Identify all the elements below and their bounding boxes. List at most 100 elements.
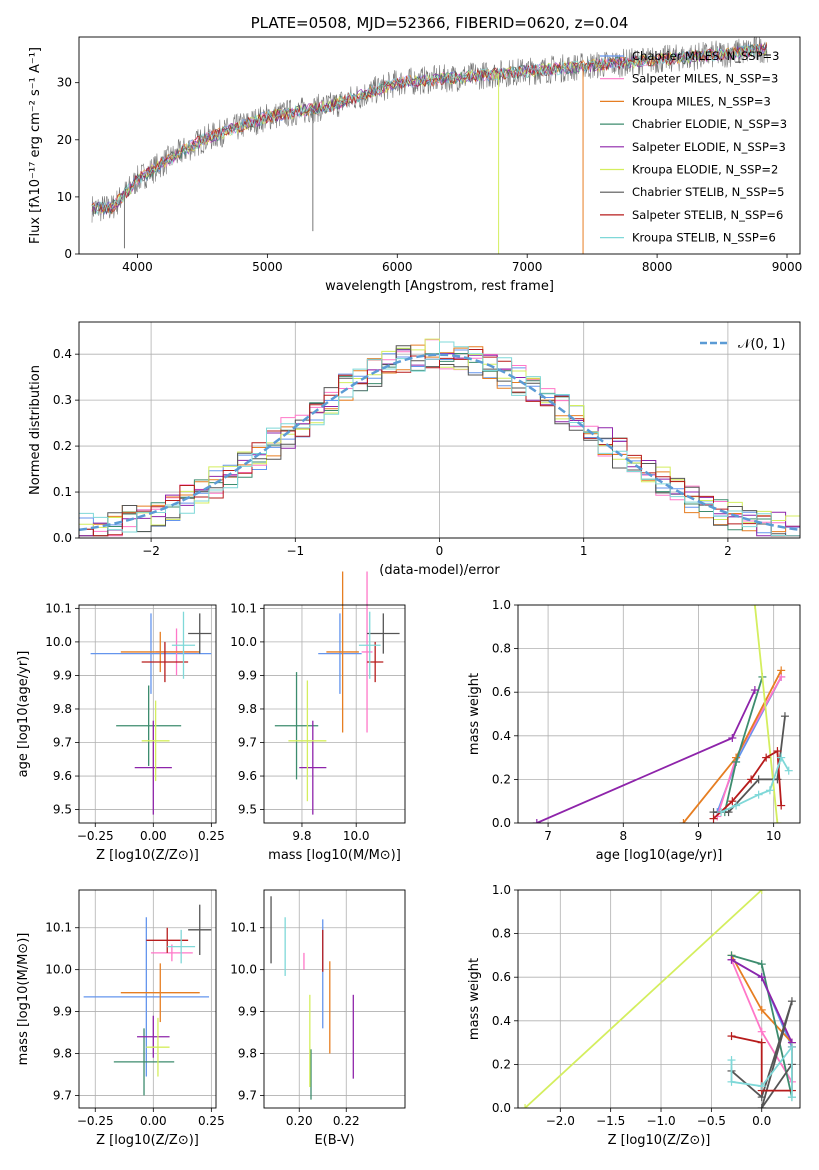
axes-frame [263, 604, 406, 824]
y-tick-label: 10.1 [45, 601, 72, 615]
y-tick-label: 10.0 [230, 963, 257, 977]
x-tick-label: 0 [436, 544, 444, 558]
axes-frame [517, 604, 801, 824]
x-tick-label: 8 [619, 829, 627, 843]
legend-label: Kroupa STELIB, N_SSP=6 [632, 231, 776, 245]
x-tick-label: 9000 [772, 260, 803, 274]
y-tick-label: 9.7 [53, 736, 72, 750]
mass-weight-line-kroupa_elodie [754, 605, 779, 823]
y-tick-label: 0.2 [492, 772, 511, 786]
x-tick-label: 0.00 [140, 1114, 167, 1128]
y-tick-label: 9.5 [53, 803, 72, 817]
x-axis-label: age [log10(age/yr)] [596, 848, 723, 863]
axes-frame [78, 889, 217, 1109]
x-tick-label: 1 [580, 544, 588, 558]
y-axis-label: Normed distribution [28, 365, 43, 495]
y-tick-label: 10.0 [45, 963, 72, 977]
x-tick-label: −1.5 [596, 1114, 625, 1128]
x-axis-label: Z [log10(Z/Z⊙)] [96, 848, 199, 863]
y-tick-label: 0.4 [492, 1014, 511, 1028]
mass-weight-line-kroupa_stelib [720, 755, 790, 813]
y-tick-label: 10.1 [230, 601, 257, 615]
y-tick-label: 0.1 [53, 485, 72, 499]
y-tick-label: 9.9 [238, 1005, 257, 1019]
x-tick-label: 8000 [642, 260, 673, 274]
y-tick-label: 1.0 [492, 598, 511, 612]
x-axis-label: wavelength [Angstrom, rest frame] [325, 279, 554, 294]
y-tick-label: 30 [57, 76, 72, 90]
legend-label: Salpeter MILES, N_SSP=3 [632, 72, 778, 86]
x-tick-label: 0.25 [198, 829, 225, 843]
mass-weight-lines [521, 890, 796, 1108]
x-tick-label: −2 [142, 544, 160, 558]
x-tick-label: 9 [695, 829, 703, 843]
y-tick-label: 0.0 [492, 1101, 511, 1115]
axes-frame [263, 889, 406, 1109]
legend-label: Chabrier MILES, N_SSP=3 [632, 49, 779, 63]
y-tick-label: 0.6 [492, 970, 511, 984]
legend-label: Salpeter STELIB, N_SSP=6 [632, 208, 783, 222]
x-tick-label: 7 [544, 829, 552, 843]
y-tick-label: 9.6 [53, 769, 72, 783]
legend-label: Chabrier ELODIE, N_SSP=3 [632, 117, 787, 131]
axes-frame [78, 604, 217, 824]
y-tick-label: 9.9 [53, 668, 72, 682]
y-axis-label: age [log10(age/yr)] [16, 651, 31, 778]
y-tick-label: 9.9 [238, 668, 257, 682]
x-tick-label: 0.22 [333, 1114, 360, 1128]
y-tick-label: 0.3 [53, 393, 72, 407]
y-tick-label: 10.1 [45, 921, 72, 935]
y-tick-label: 9.5 [238, 803, 257, 817]
x-tick-label: 0.00 [140, 829, 167, 843]
y-tick-label: 9.8 [53, 702, 72, 716]
x-axis-label: Z [log10(Z/Z⊙)] [608, 1133, 711, 1148]
x-tick-label: 0.0 [752, 1114, 771, 1128]
legend-label: Kroupa ELODIE, N_SSP=2 [632, 163, 778, 177]
legend-label: Kroupa MILES, N_SSP=3 [632, 94, 771, 108]
mass-weight-lines [532, 605, 793, 823]
y-axis-label: mass weight [467, 958, 482, 1040]
x-tick-label: −2.0 [546, 1114, 575, 1128]
chart-title: PLATE=0508, MJD=52366, FIBERID=0620, z=0… [251, 14, 629, 32]
mass-weight-line-salpeter_stelib [712, 749, 783, 820]
y-tick-label: 9.9 [53, 1005, 72, 1019]
y-tick-label: 9.8 [53, 1047, 72, 1061]
x-tick-label: 10 [766, 829, 781, 843]
axes-frame [78, 321, 801, 539]
mass-weight-line-kroupa_elodie [524, 890, 763, 1108]
x-axis-label: E(B-V) [314, 1133, 354, 1148]
x-axis-label: (data-model)/error [379, 563, 500, 578]
y-tick-label: 0.8 [492, 642, 511, 656]
x-axis-label: Z [log10(Z/Z⊙)] [96, 1133, 199, 1148]
y-tick-label: 0.8 [492, 927, 511, 941]
x-tick-label: 10.0 [343, 829, 370, 843]
x-tick-label: −1 [286, 544, 304, 558]
y-tick-label: 0.4 [492, 729, 511, 743]
y-tick-label: 1.0 [492, 883, 511, 897]
x-tick-label: −0.5 [697, 1114, 726, 1128]
mass-weight-line-chabrier_miles [716, 676, 782, 813]
y-tick-label: 10.0 [45, 635, 72, 649]
y-tick-label: 9.8 [238, 1047, 257, 1061]
x-tick-label: 9.8 [292, 829, 311, 843]
legend-label: 𝒩(0, 1) [738, 337, 785, 352]
x-tick-label: 2 [724, 544, 732, 558]
legend-label: Salpeter ELODIE, N_SSP=3 [632, 140, 786, 154]
y-tick-label: 0.2 [53, 439, 72, 453]
legend-label: Chabrier STELIB, N_SSP=5 [632, 185, 784, 199]
y-tick-label: 9.6 [238, 769, 257, 783]
x-tick-label: −0.25 [77, 829, 114, 843]
y-tick-label: 20 [57, 133, 72, 147]
axes-frame [78, 36, 801, 255]
x-tick-label: −1.0 [646, 1114, 675, 1128]
x-tick-label: −0.25 [77, 1114, 114, 1128]
y-tick-label: 9.7 [53, 1088, 72, 1102]
axes-frame [517, 889, 801, 1109]
y-tick-label: 9.8 [238, 702, 257, 716]
x-tick-label: 6000 [382, 260, 413, 274]
y-tick-label: 0 [64, 247, 72, 261]
y-tick-label: 9.7 [238, 736, 257, 750]
y-tick-label: 10.0 [230, 635, 257, 649]
x-tick-label: 7000 [512, 260, 543, 274]
y-tick-label: 0.0 [53, 531, 72, 545]
